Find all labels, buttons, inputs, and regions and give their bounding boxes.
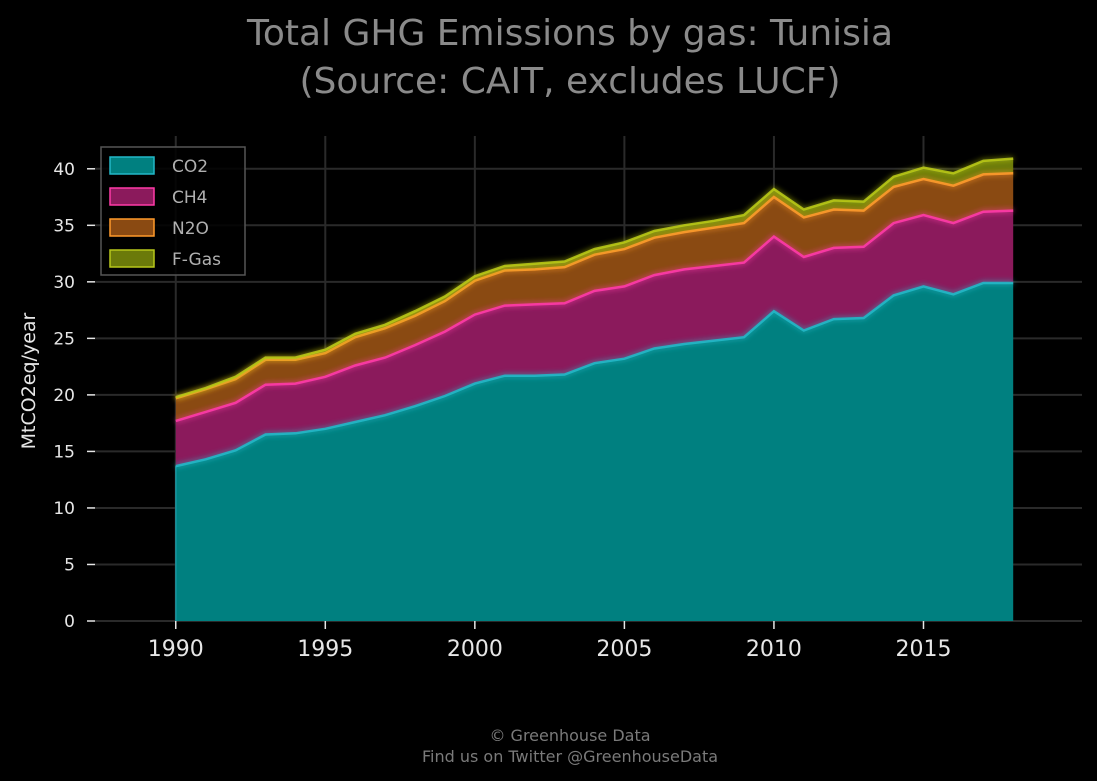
line-co2 — [175, 281, 1014, 468]
legend-label-ch4: CH4 — [172, 188, 207, 208]
x-tick-label: 2000 — [447, 637, 503, 662]
y-tick-label: 5 — [64, 555, 75, 575]
legend-swatch-ch4 — [109, 187, 155, 206]
area-ch4 — [175, 210, 1014, 467]
legend-label-co2: CO2 — [172, 157, 208, 177]
y-tick-label: 10 — [53, 499, 75, 519]
area-co2 — [175, 283, 1014, 621]
x-tick-label: 2005 — [596, 637, 652, 662]
legend-label-n2o: N2O — [172, 219, 209, 239]
x-tick-label: 2010 — [746, 637, 802, 662]
x-tick-label: 2015 — [895, 637, 951, 662]
line-f-gas — [175, 157, 1014, 399]
x-tick-label: 1990 — [148, 637, 204, 662]
legend: CO2 CH4 N2O F-Gas — [100, 146, 246, 276]
y-tick-label: 30 — [53, 273, 75, 293]
footer-twitter: Find us on Twitter @GreenhouseData — [422, 747, 718, 766]
chart-title-line2: (Source: CAIT, excludes LUCF) — [299, 61, 840, 102]
area-n2o — [175, 173, 1014, 421]
legend-swatch-co2 — [109, 156, 155, 175]
legend-swatch-f-gas — [109, 249, 155, 268]
legend-swatch-n2o — [109, 218, 155, 237]
x-tick-label: 1995 — [297, 637, 353, 662]
chart-title-line1: Total GHG Emissions by gas: Tunisia — [246, 13, 893, 54]
y-axis-label: MtCO2eq/year — [18, 312, 40, 449]
line-ch4 — [175, 209, 1014, 423]
footer-copyright: © Greenhouse Data — [489, 726, 650, 745]
legend-label-f-gas: F-Gas — [172, 250, 221, 270]
y-tick-label: 15 — [53, 442, 75, 462]
y-tick-label: 0 — [64, 612, 75, 632]
y-tick-label: 40 — [53, 160, 75, 180]
plot-areas — [175, 158, 1014, 621]
axes: 1990 1995 2000 2005 2010 2015 0 5 10 15 20 25 30 35 40 — [53, 160, 951, 662]
y-tick-label: 35 — [53, 216, 75, 236]
y-tick-label: 25 — [53, 329, 75, 349]
plot-lines — [175, 157, 1014, 621]
line-n2o — [175, 172, 1014, 400]
y-tick-label: 20 — [53, 386, 75, 406]
